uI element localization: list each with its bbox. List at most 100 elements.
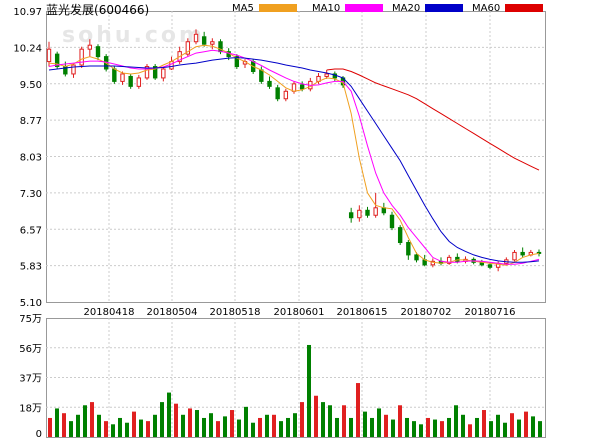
legend-swatch <box>505 4 544 12</box>
volume-bar <box>363 411 367 437</box>
candle-body <box>291 83 297 92</box>
price-tick-label: 7.30 <box>20 189 42 200</box>
legend-ma5: MA5 <box>232 3 297 14</box>
candle-body <box>161 68 166 79</box>
price-tick-label: 10.97 <box>13 7 42 18</box>
volume-bar <box>230 410 234 437</box>
legend-label: MA60 <box>472 3 501 14</box>
volume-bar <box>125 422 129 437</box>
candle-body <box>185 41 191 55</box>
ma-line-ma10 <box>48 49 540 265</box>
volume-bar <box>510 413 514 437</box>
volume-bar <box>286 417 290 437</box>
volume-bar <box>447 417 451 437</box>
volume-bar <box>335 417 339 437</box>
volume-bar <box>279 421 283 437</box>
volume-bar <box>419 424 423 437</box>
volume-bar <box>342 405 346 437</box>
volume-bar <box>475 417 479 437</box>
candle-body <box>120 73 125 82</box>
candle-body <box>348 212 354 219</box>
candle-body <box>275 87 280 100</box>
volume-bar <box>461 414 465 437</box>
volume-tick-label: 75万 <box>19 314 42 325</box>
volume-bar <box>538 421 542 437</box>
volume-bar <box>188 408 192 437</box>
stock-name: 蓝光发展 <box>46 3 95 17</box>
candle-body <box>46 48 52 63</box>
candle-body <box>389 214 395 229</box>
volume-bar <box>321 402 325 437</box>
volume-bar <box>391 419 395 437</box>
date-tick-label: 20180702 <box>401 307 452 318</box>
volume-bar <box>69 421 73 437</box>
volume-bar <box>83 405 87 437</box>
ma-line-ma60 <box>326 68 540 171</box>
volume-bar <box>370 417 374 437</box>
volume-bar <box>132 411 136 437</box>
volume-bar <box>251 422 255 437</box>
volume-bar <box>174 403 178 437</box>
candle-body <box>267 80 272 87</box>
volume-bar <box>531 416 535 437</box>
volume-bar <box>496 414 500 437</box>
volume-bar <box>139 419 143 437</box>
candle-body <box>54 53 60 68</box>
volume-bars <box>48 344 542 437</box>
price-tick-label: 6.57 <box>20 225 42 236</box>
candle-body <box>487 264 493 268</box>
volume-bar <box>62 413 66 437</box>
volume-tick-label: 18万 <box>19 403 42 414</box>
volume-bar <box>216 421 220 437</box>
volume-bar <box>524 411 528 437</box>
volume-bar <box>468 424 472 437</box>
candle-body <box>128 75 133 87</box>
candle-body <box>283 90 289 100</box>
date-axis: 20180418 20180504 20180518 20180601 20180615… <box>84 307 516 318</box>
volume-bar <box>293 413 297 437</box>
volume-bar <box>167 392 171 437</box>
volume-bar <box>223 416 227 437</box>
ma-line-ma5 <box>48 44 540 266</box>
legend-label: MA5 <box>232 3 254 14</box>
volume-bar <box>153 414 157 437</box>
legend-swatch <box>425 4 464 12</box>
volume-bar <box>272 414 276 437</box>
volume-bar <box>76 414 80 437</box>
candle-body <box>112 68 117 82</box>
volume-bar <box>118 417 122 437</box>
volume-bar <box>517 419 521 437</box>
volume-bar <box>398 405 402 437</box>
candle-body <box>455 256 460 262</box>
volume-bar <box>244 406 248 437</box>
volume-bar <box>307 344 311 437</box>
candle-body <box>210 41 215 45</box>
price-tick-label: 9.50 <box>20 80 42 91</box>
candle-body <box>446 256 452 264</box>
price-tick-label: 10.24 <box>13 43 42 54</box>
volume-bar <box>440 421 444 437</box>
volume-bar <box>454 405 458 437</box>
volume-bar <box>328 405 332 437</box>
legend-label: MA10 <box>312 3 341 14</box>
volume-bar <box>433 419 437 437</box>
volume-bar <box>104 421 108 437</box>
volume-bar <box>181 414 185 437</box>
volume-bar <box>202 417 206 437</box>
price-tick-label: 5.83 <box>20 262 42 273</box>
legend-ma10: MA10 <box>312 3 384 14</box>
candle-body <box>87 44 93 50</box>
candle-body <box>136 77 142 87</box>
legend-swatch <box>345 4 384 12</box>
candle-body <box>169 61 174 70</box>
ma-line-ma20 <box>48 57 540 263</box>
candle-body <box>406 242 411 256</box>
volume-bar <box>377 408 381 437</box>
volume-bar <box>300 402 304 437</box>
candle-body <box>259 69 264 82</box>
volume-bar <box>265 414 269 437</box>
volume-bar <box>195 410 199 437</box>
volume-tick-label: 37万 <box>19 374 42 385</box>
volume-bar <box>237 419 241 437</box>
candle-body <box>152 66 158 79</box>
